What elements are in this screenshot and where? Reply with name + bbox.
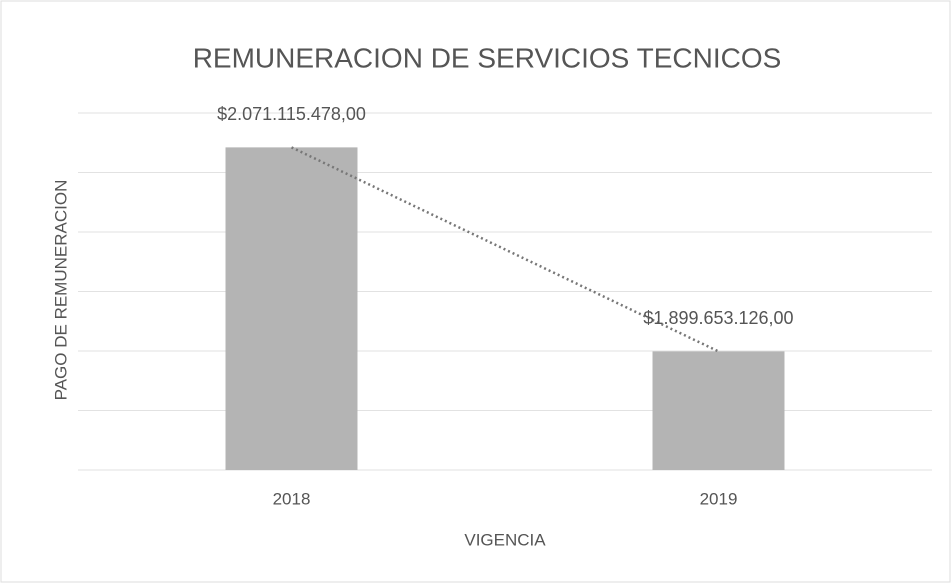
chart-title: REMUNERACION DE SERVICIOS TECNICOS bbox=[193, 42, 782, 73]
x-axis-label: VIGENCIA bbox=[464, 530, 546, 549]
trendline bbox=[290, 146, 720, 353]
x-tick-label: 2019 bbox=[700, 489, 738, 508]
y-axis-label: PAGO DE REMUNERACION bbox=[51, 180, 70, 401]
x-tick-label: 2018 bbox=[273, 489, 311, 508]
data-label: $2.071.115.478,00 bbox=[217, 104, 366, 124]
bar bbox=[225, 147, 358, 471]
bar bbox=[652, 351, 785, 470]
data-label: $1.899.653.126,00 bbox=[643, 308, 793, 328]
